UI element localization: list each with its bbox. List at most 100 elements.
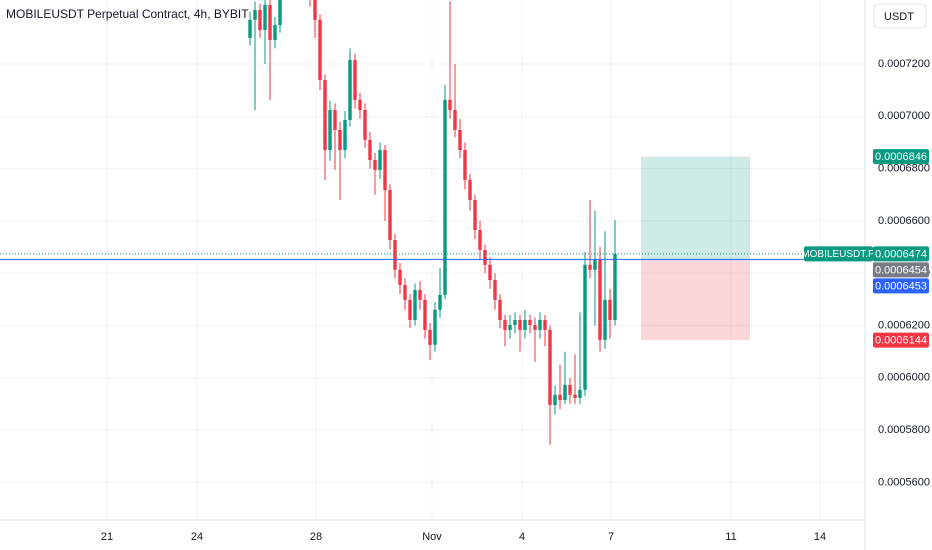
y-tick-label: 0.0007000	[878, 110, 930, 122]
grid	[0, 0, 865, 520]
candle-body	[528, 320, 532, 325]
y-tick-label: 0.0006000	[878, 372, 930, 384]
chart-title: MOBILEUSDT Perpetual Contract, 4h, BYBIT	[6, 7, 249, 21]
candle-body	[448, 99, 452, 111]
candle-body	[273, 25, 277, 40]
candle-body	[313, 0, 317, 20]
candle-body	[258, 9, 262, 31]
candle-body	[603, 299, 607, 340]
candle-body	[553, 394, 557, 405]
price-tag-label: 0.0006144	[875, 335, 927, 347]
y-tick-label: 0.0007200	[878, 58, 930, 70]
candle-body	[323, 80, 327, 151]
x-tick-label: Nov	[422, 531, 442, 543]
x-tick-label: 4	[519, 531, 525, 543]
candle-body	[388, 190, 392, 240]
candle-body	[463, 150, 467, 180]
x-tick-label: 14	[814, 531, 826, 543]
candle-body	[558, 394, 562, 400]
candle-body	[423, 299, 427, 330]
candle-body	[503, 320, 507, 330]
price-tag	[873, 278, 929, 294]
candle-body	[433, 309, 437, 345]
candle-body	[573, 394, 577, 398]
candle-body	[548, 329, 552, 405]
currency-button[interactable]	[873, 3, 927, 29]
candle-body	[543, 320, 547, 330]
candle-body	[368, 139, 372, 160]
candle-body	[478, 230, 482, 250]
candle-body	[608, 299, 612, 320]
stop-zone	[641, 259, 750, 341]
candle-body	[533, 324, 537, 330]
candle-body	[328, 110, 332, 151]
candle-body	[408, 299, 412, 320]
candle-body	[518, 320, 522, 330]
price-tag	[873, 332, 929, 348]
candle-body	[248, 19, 252, 38]
symbol-tag-label: MOBILEUSDT.P	[801, 249, 875, 260]
candle-body	[593, 259, 597, 270]
candle-body	[348, 59, 352, 120]
plot-area	[0, 0, 865, 445]
candle-body	[278, 0, 282, 26]
symbol-tag	[804, 246, 873, 262]
x-tick-label: 7	[608, 531, 614, 543]
candle-body	[523, 320, 527, 330]
candle-body	[363, 110, 367, 140]
candle-body	[268, 4, 272, 41]
candle-body	[468, 179, 472, 200]
currency-label[interactable]: USDT	[884, 11, 914, 23]
candle-body	[538, 320, 542, 330]
candle-body	[578, 389, 582, 398]
candle-body	[353, 59, 357, 100]
y-tick-label: 0.0005800	[878, 424, 930, 436]
candle-body	[488, 264, 492, 280]
candle-body	[428, 329, 432, 345]
candle-body	[338, 129, 342, 151]
candle-body	[398, 269, 402, 285]
x-tick-label: 11	[725, 531, 736, 543]
candle-body	[453, 110, 457, 130]
x-tick-label: 21	[101, 531, 113, 543]
candle-body	[563, 384, 567, 400]
candle-body	[373, 160, 377, 170]
candle-body	[598, 259, 602, 340]
y-tick-label: 0.0005600	[878, 476, 930, 488]
candle-body	[508, 324, 512, 330]
candle-body	[343, 120, 347, 151]
candle-body	[358, 99, 362, 111]
candle-body	[333, 110, 337, 130]
candle-body	[253, 9, 257, 20]
candle-body	[498, 299, 502, 320]
price-tag-label: 0.0006846	[875, 151, 927, 163]
y-tick-label: 0.0006600	[878, 215, 930, 227]
candle-body	[318, 19, 322, 80]
candle-body	[413, 289, 417, 320]
price-axis: 0.0005600 0.0005800 0.0006000 0.0006200 0.00…	[801, 58, 930, 488]
candle-body	[493, 280, 497, 300]
candle-body	[438, 294, 442, 310]
candle-body	[393, 240, 397, 270]
candle-body	[588, 264, 592, 270]
price-tag	[873, 149, 929, 165]
x-tick-label: 24	[191, 531, 203, 543]
candle-body	[473, 200, 477, 231]
candle-body	[443, 99, 447, 295]
candle-body	[263, 4, 267, 31]
candle-body	[458, 129, 462, 151]
price-tag-label: 0.0006474	[875, 248, 927, 260]
price-tag	[873, 246, 929, 262]
candle-body	[418, 289, 422, 300]
price-tag	[873, 262, 929, 278]
price-tag-label: 0.0006454	[875, 264, 927, 276]
candle-body	[483, 249, 487, 265]
candle-body	[513, 320, 517, 325]
candle-body	[583, 264, 587, 390]
candle-body	[378, 150, 382, 170]
target-zone	[641, 156, 750, 260]
y-tick-label: 0.0006200	[878, 319, 930, 331]
candle-body	[403, 284, 407, 300]
y-tick-label: 0.0006800	[878, 163, 930, 175]
